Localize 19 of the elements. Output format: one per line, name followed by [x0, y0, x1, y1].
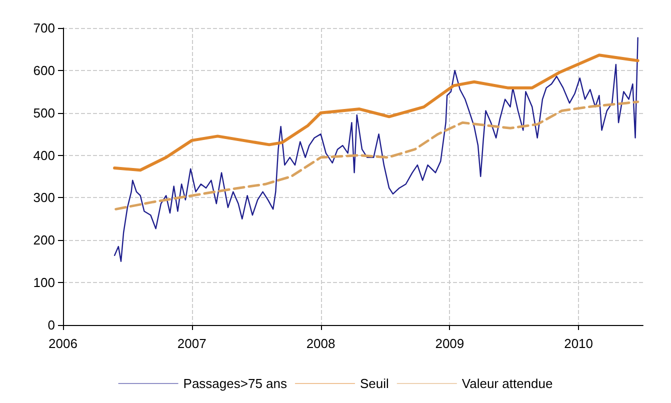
y-tick-label: 400 [33, 148, 55, 163]
y-tick-label: 700 [33, 20, 55, 36]
x-tick-label: 2006 [48, 336, 78, 351]
x-tick-label: 2009 [435, 336, 464, 351]
line-series [113, 54, 640, 172]
y-tick-label: 100 [33, 275, 55, 290]
y-tick-label: 0 [48, 318, 55, 332]
legend-label: Seuil [360, 376, 390, 391]
x-tick-label: 2007 [177, 336, 206, 351]
y-tick-label: 200 [33, 232, 55, 248]
y-tick-label: 300 [33, 190, 55, 206]
y-tick-label: 500 [33, 105, 55, 120]
legend-label: Valeur attendue [462, 376, 553, 391]
x-tick-label: 2008 [306, 336, 336, 351]
legend-label: Passages>75 ans [183, 376, 288, 391]
y-tick-label: 600 [33, 62, 55, 78]
x-tick-label: 2010 [564, 336, 594, 351]
line-series [114, 37, 638, 262]
line-series [114, 100, 640, 210]
